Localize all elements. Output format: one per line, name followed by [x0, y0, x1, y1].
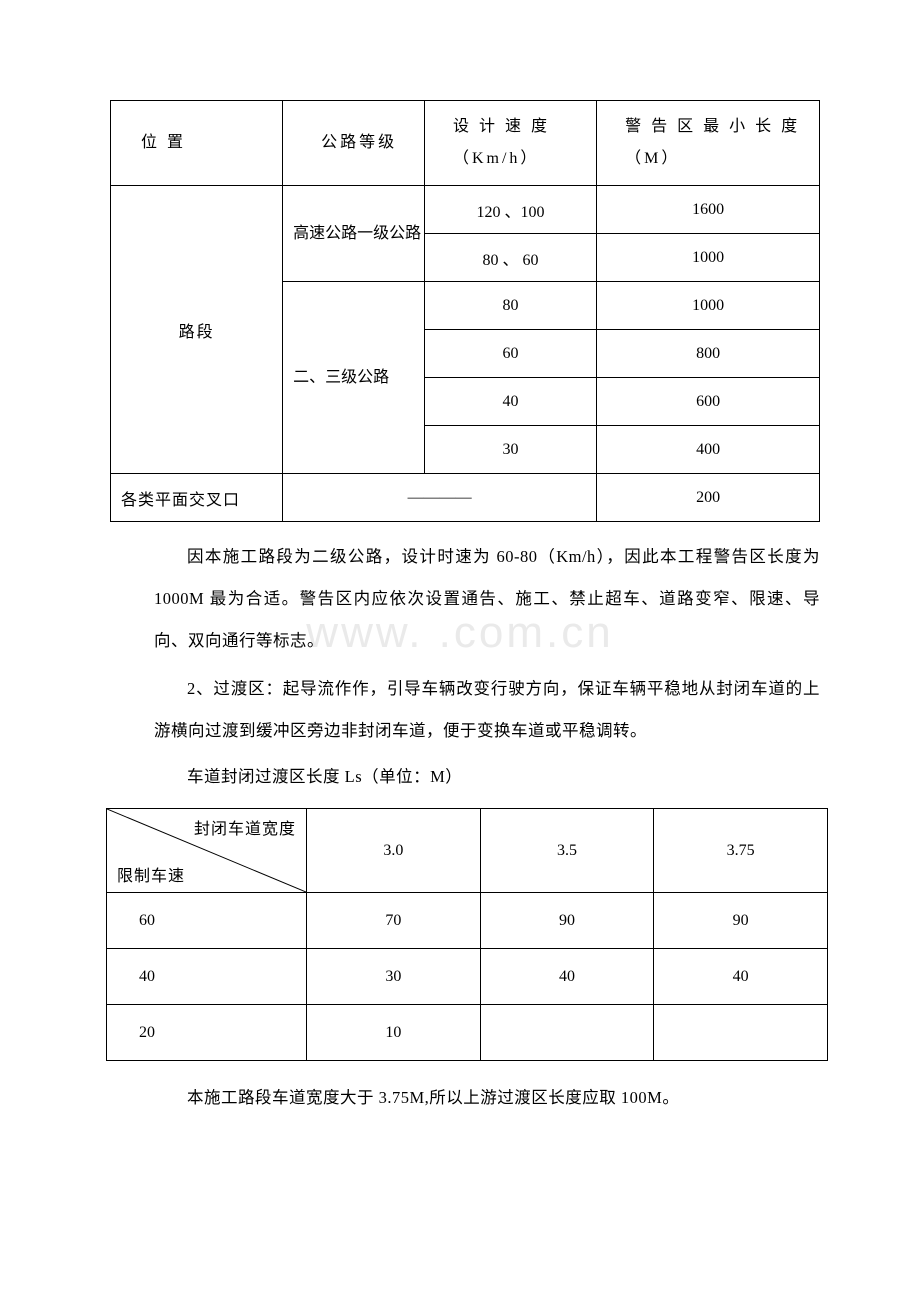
row-key: 20 — [107, 1005, 307, 1061]
cell-len: 800 — [597, 330, 820, 378]
cell: 30 — [307, 949, 481, 1005]
table-row: 40 30 40 40 — [107, 949, 828, 1005]
footer-label: 各类平面交叉口 — [111, 474, 283, 522]
cell-len: 400 — [597, 426, 820, 474]
cell-speed: 80 、 60 — [424, 234, 596, 282]
header-position: 位 置 — [111, 101, 283, 186]
col-header: 3.75 — [654, 809, 828, 893]
cell: 10 — [307, 1005, 481, 1061]
cell-len: 1000 — [597, 282, 820, 330]
cell-speed: 120 、100 — [424, 186, 596, 234]
paragraph-1: 因本施工路段为二级公路，设计时速为 60-80（Km/h），因此本工程警告区长度… — [110, 536, 820, 662]
col-header: 3.0 — [307, 809, 481, 893]
row-key: 40 — [107, 949, 307, 1005]
diagonal-header: 封闭车道宽度 限制车速 — [107, 809, 307, 893]
grade-a-label: 高速公路一级公路 — [283, 186, 425, 282]
diag-top-label: 封闭车道宽度 — [194, 815, 296, 839]
table-row: 60 70 90 90 — [107, 893, 828, 949]
cell: 70 — [307, 893, 481, 949]
cell-len: 1000 — [597, 234, 820, 282]
cell-len: 600 — [597, 378, 820, 426]
cell: 90 — [480, 893, 654, 949]
cell — [654, 1005, 828, 1061]
transition-length-table: 封闭车道宽度 限制车速 3.0 3.5 3.75 60 70 90 90 40 … — [106, 808, 828, 1061]
header-minlen: 警 告 区 最 小 长 度（M） — [597, 101, 820, 186]
table-header-row: 位 置 公路等级 设 计 速 度（Km/h） 警 告 区 最 小 长 度（M） — [111, 101, 820, 186]
col-header: 3.5 — [480, 809, 654, 893]
header-grade: 公路等级 — [283, 101, 425, 186]
paragraph-3: 本施工路段车道宽度大于 3.75M,所以上游过渡区长度应取 100M。 — [110, 1077, 820, 1119]
footer-dash: ———— — [283, 474, 597, 522]
cell: 40 — [480, 949, 654, 1005]
cell: 90 — [654, 893, 828, 949]
table-footer-row: 各类平面交叉口 ———— 200 — [111, 474, 820, 522]
table2-caption: 车道封闭过渡区长度 Ls（单位：M） — [110, 756, 820, 798]
section-label: 路段 — [111, 186, 283, 474]
warning-zone-table: 位 置 公路等级 设 计 速 度（Km/h） 警 告 区 最 小 长 度（M） … — [110, 100, 820, 522]
cell-speed: 30 — [424, 426, 596, 474]
cell-speed: 60 — [424, 330, 596, 378]
cell-len: 1600 — [597, 186, 820, 234]
cell-speed: 40 — [424, 378, 596, 426]
diag-bot-label: 限制车速 — [117, 862, 185, 886]
table-row: 20 10 — [107, 1005, 828, 1061]
row-key: 60 — [107, 893, 307, 949]
footer-len: 200 — [597, 474, 820, 522]
cell — [480, 1005, 654, 1061]
table-row: 路段 高速公路一级公路 120 、100 1600 — [111, 186, 820, 234]
cell: 40 — [654, 949, 828, 1005]
grade-b-label: 二、三级公路 — [283, 282, 425, 474]
table-header-row: 封闭车道宽度 限制车速 3.0 3.5 3.75 — [107, 809, 828, 893]
cell-speed: 80 — [424, 282, 596, 330]
header-speed: 设 计 速 度（Km/h） — [424, 101, 596, 186]
paragraph-2: 2、过渡区：起导流作作，引导车辆改变行驶方向，保证车辆平稳地从封闭车道的上游横向… — [110, 668, 820, 752]
